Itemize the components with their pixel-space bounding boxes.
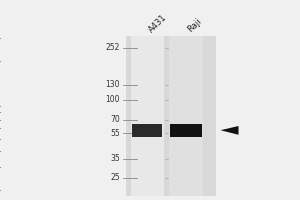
Polygon shape [220, 126, 238, 135]
Bar [130, 36, 164, 196]
Text: 25: 25 [110, 173, 120, 182]
Text: A431: A431 [147, 13, 169, 34]
Bar [126, 36, 216, 196]
Text: Raji: Raji [186, 17, 203, 34]
Text: 70: 70 [110, 115, 120, 124]
Text: 55: 55 [110, 129, 120, 138]
Text: 252: 252 [106, 43, 120, 52]
Text: 35: 35 [110, 154, 120, 163]
Bar [169, 36, 202, 196]
Text: 130: 130 [106, 80, 120, 89]
Text: 100: 100 [106, 95, 120, 104]
